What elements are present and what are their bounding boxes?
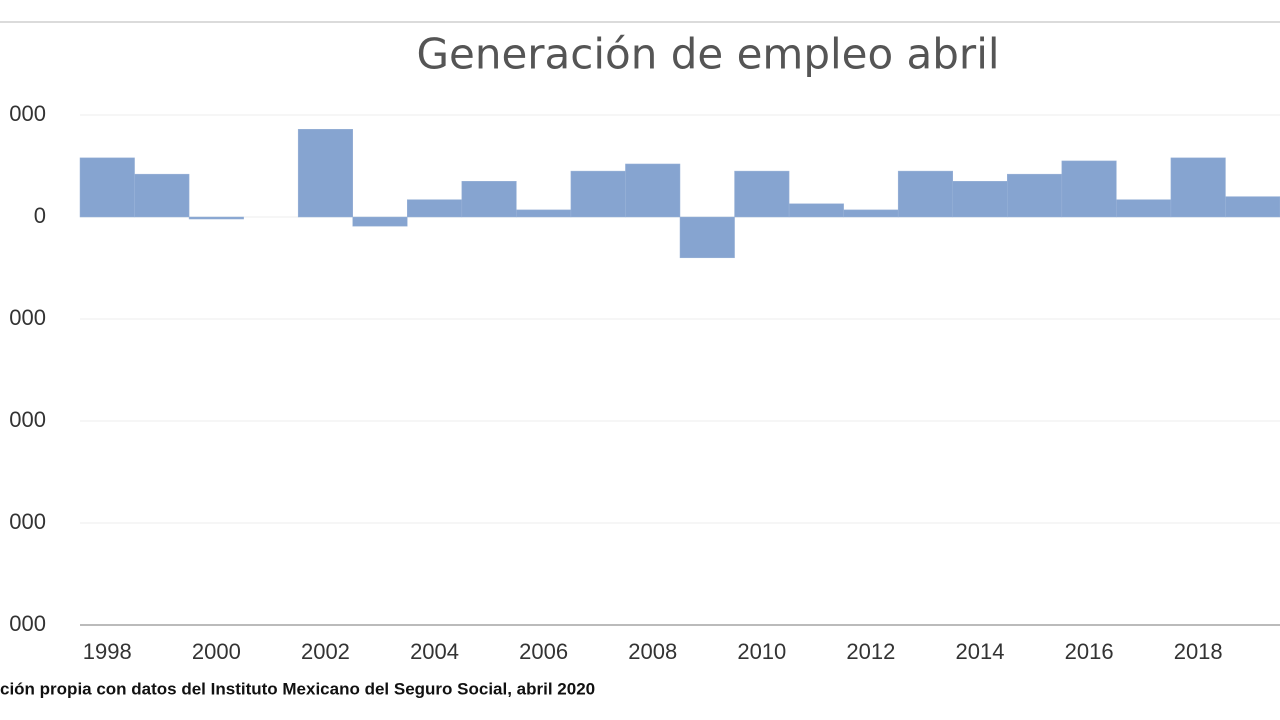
y-tick-label: 000 [9, 305, 46, 330]
bar [1170, 157, 1226, 218]
bar [407, 199, 463, 218]
x-tick-label: 2010 [737, 639, 786, 664]
x-tick-label: 2000 [192, 639, 241, 664]
bar [625, 163, 681, 218]
bar [897, 170, 953, 218]
bar [1116, 199, 1172, 218]
y-tick-label: 000 [9, 611, 46, 636]
y-tick-label: 000 [9, 407, 46, 432]
bar [188, 216, 244, 220]
bar [1007, 173, 1063, 218]
bar [461, 181, 517, 218]
bar [352, 216, 408, 227]
x-tick-label: 2018 [1174, 639, 1223, 664]
bar [734, 170, 790, 218]
source-note: ción propia con datos del Instituto Mexi… [0, 679, 595, 698]
x-tick-label: 2012 [846, 639, 895, 664]
bar [516, 209, 572, 218]
x-tick-label: 2014 [956, 639, 1005, 664]
y-tick-label: 000 [9, 101, 46, 126]
bar [297, 129, 353, 218]
bar [1225, 196, 1280, 218]
x-tick-label: 2006 [519, 639, 568, 664]
y-tick-label: 0 [34, 203, 46, 228]
bar [843, 209, 899, 218]
x-tick-label: 2008 [628, 639, 677, 664]
x-tick-label: 2002 [301, 639, 350, 664]
bar [952, 181, 1008, 218]
bar [788, 203, 844, 218]
bar [1061, 160, 1117, 218]
bar [570, 170, 626, 218]
x-tick-label: 2016 [1065, 639, 1114, 664]
bar [79, 157, 135, 218]
x-tick-label: 2004 [410, 639, 459, 664]
y-tick-label: 000 [9, 509, 46, 534]
bar [134, 173, 190, 218]
x-tick-label: 1998 [83, 639, 132, 664]
chart-title: Generación de empleo abril [416, 30, 999, 79]
bar [679, 216, 735, 259]
